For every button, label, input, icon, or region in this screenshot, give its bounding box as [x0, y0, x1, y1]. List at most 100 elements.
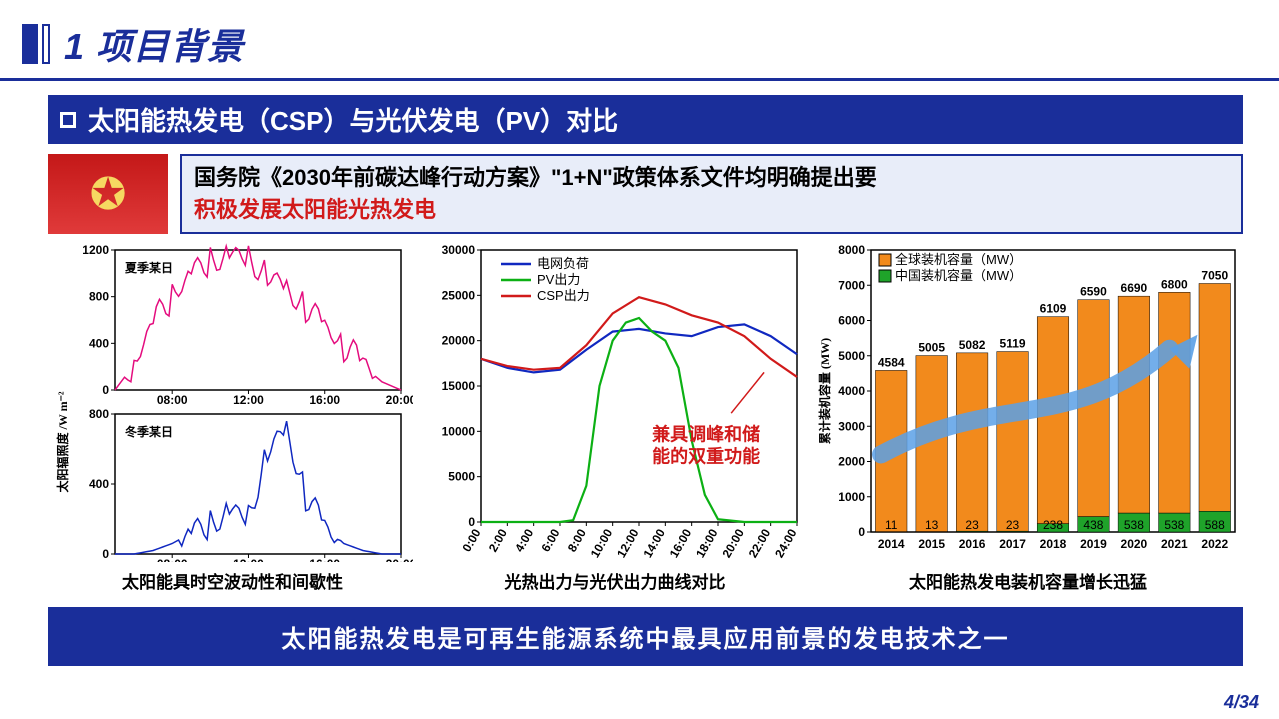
svg-text:8:00: 8:00: [565, 526, 589, 554]
national-emblem-icon: ✪: [48, 154, 168, 234]
svg-text:08:00: 08:00: [156, 557, 187, 562]
svg-text:中国装机容量（MW）: 中国装机容量（MW）: [895, 268, 1022, 283]
svg-text:11: 11: [885, 518, 898, 532]
svg-text:12:00: 12:00: [233, 393, 264, 407]
svg-text:2022: 2022: [1201, 537, 1228, 551]
svg-text:6800: 6800: [1161, 277, 1188, 291]
svg-text:2020: 2020: [1121, 537, 1148, 551]
svg-text:400: 400: [88, 477, 108, 491]
svg-text:4:00: 4:00: [512, 526, 536, 554]
subtitle-text: 太阳能热发电（CSP）与光伏发电（PV）对比: [88, 101, 618, 138]
subtitle-banner: 太阳能热发电（CSP）与光伏发电（PV）对比: [48, 95, 1243, 144]
svg-text:16:00: 16:00: [667, 526, 695, 560]
svg-text:400: 400: [88, 336, 108, 350]
svg-text:2014: 2014: [878, 537, 905, 551]
page-title: 1 项目背景: [64, 18, 244, 70]
svg-text:2019: 2019: [1080, 537, 1107, 551]
svg-text:2016: 2016: [959, 537, 986, 551]
svg-text:20:00: 20:00: [385, 393, 412, 407]
svg-text:20:00: 20:00: [719, 526, 747, 560]
svg-text:13: 13: [925, 518, 939, 532]
capacity-chart: 累计装机容量 (MW)01000200030004000500060007000…: [813, 242, 1243, 593]
svg-text:冬季某日: 冬季某日: [125, 424, 173, 439]
svg-text:438: 438: [1083, 518, 1103, 532]
divider: [0, 78, 1279, 81]
svg-text:3000: 3000: [838, 419, 865, 433]
svg-text:18:00: 18:00: [693, 526, 721, 560]
svg-text:30000: 30000: [442, 243, 476, 257]
compare-svg: 0500010000150002000025000300000:002:004:…: [425, 242, 805, 562]
svg-text:588: 588: [1205, 518, 1225, 532]
svg-text:0:00: 0:00: [459, 526, 483, 554]
svg-text:14:00: 14:00: [640, 526, 668, 560]
svg-text:6000: 6000: [838, 314, 865, 328]
policy-text-box: 国务院《2030年前碳达峰行动方案》"1+N"政策体系文件均明确提出要 积极发展…: [180, 154, 1243, 234]
svg-text:24:00: 24:00: [772, 526, 800, 560]
svg-text:能的双重功能: 能的双重功能: [652, 445, 760, 466]
svg-text:2017: 2017: [999, 537, 1026, 551]
svg-text:CSP出力: CSP出力: [537, 288, 590, 303]
svg-text:兼具调峰和储: 兼具调峰和储: [652, 423, 760, 444]
svg-text:08:00: 08:00: [156, 393, 187, 407]
svg-text:4584: 4584: [878, 355, 905, 369]
svg-text:538: 538: [1164, 518, 1184, 532]
svg-text:15000: 15000: [442, 379, 476, 393]
svg-text:0: 0: [102, 383, 109, 397]
capacity-svg: 累计装机容量 (MW)01000200030004000500060007000…: [813, 242, 1243, 562]
svg-text:夏季某日: 夏季某日: [125, 260, 173, 275]
capacity-caption: 太阳能热发电装机容量增长迅猛: [909, 568, 1147, 593]
svg-text:23: 23: [965, 518, 979, 532]
svg-text:10:00: 10:00: [588, 526, 616, 560]
svg-text:PV出力: PV出力: [537, 272, 580, 287]
svg-text:16:00: 16:00: [309, 557, 340, 562]
policy-row: ✪ 国务院《2030年前碳达峰行动方案》"1+N"政策体系文件均明确提出要 积极…: [48, 154, 1243, 234]
svg-text:5005: 5005: [918, 341, 945, 355]
svg-text:0: 0: [102, 547, 109, 561]
svg-text:25000: 25000: [442, 288, 476, 302]
svg-text:16:00: 16:00: [309, 393, 340, 407]
svg-text:太阳辐照度 /W m⁻²: 太阳辐照度 /W m⁻²: [55, 391, 70, 492]
bullet-icon: [60, 112, 76, 128]
irradiance-chart: 太阳辐照度 /W m⁻² 0 400 800 1200 08:00 12:00 16:00 20…: [48, 242, 417, 593]
section-header: 1 项目背景: [0, 0, 1279, 76]
irradiance-svg: 太阳辐照度 /W m⁻² 0 400 800 1200 08:00 12:00 16:00 20…: [53, 242, 413, 562]
header-marker: [22, 24, 50, 64]
footer-banner: 太阳能热发电是可再生能源系统中最具应用前景的发电技术之一: [48, 607, 1243, 666]
charts-row: 太阳辐照度 /W m⁻²0400800120008:0012:0016:0020…: [48, 242, 1243, 593]
svg-text:800: 800: [88, 290, 108, 304]
svg-text:5119: 5119: [1000, 337, 1026, 351]
compare-chart: 0500010000150002000025000300000:002:004:…: [425, 242, 805, 593]
svg-text:23: 23: [1006, 518, 1020, 532]
svg-text:1200: 1200: [82, 243, 109, 257]
svg-text:4000: 4000: [838, 384, 865, 398]
svg-text:6690: 6690: [1121, 281, 1148, 295]
svg-text:2021: 2021: [1161, 537, 1188, 551]
svg-text:2018: 2018: [1040, 537, 1067, 551]
policy-line1: 国务院《2030年前碳达峰行动方案》"1+N"政策体系文件均明确提出要: [194, 162, 1229, 194]
svg-text:538: 538: [1124, 518, 1144, 532]
svg-text:12:00: 12:00: [233, 557, 264, 562]
svg-text:238: 238: [1043, 518, 1063, 532]
svg-text:7000: 7000: [838, 278, 865, 292]
page-number: 4/34: [1224, 692, 1259, 713]
svg-text:10000: 10000: [442, 424, 476, 438]
compare-caption: 光热出力与光伏出力曲线对比: [505, 568, 726, 593]
svg-text:电网负荷: 电网负荷: [537, 256, 589, 271]
irradiance-caption: 太阳能具时空波动性和间歇性: [122, 568, 343, 593]
svg-text:2:00: 2:00: [486, 526, 510, 554]
svg-text:22:00: 22:00: [746, 526, 774, 560]
svg-text:12:00: 12:00: [614, 526, 642, 560]
policy-line2: 积极发展太阳能光热发电: [194, 194, 1229, 226]
svg-text:20000: 20000: [442, 334, 476, 348]
svg-text:2000: 2000: [838, 455, 865, 469]
svg-text:5000: 5000: [838, 349, 865, 363]
svg-text:0: 0: [858, 525, 865, 539]
svg-text:6:00: 6:00: [538, 526, 562, 554]
svg-text:1000: 1000: [838, 490, 865, 504]
svg-text:2015: 2015: [918, 537, 945, 551]
svg-text:800: 800: [88, 407, 108, 421]
svg-text:全球装机容量（MW）: 全球装机容量（MW）: [895, 252, 1022, 267]
svg-text:5082: 5082: [959, 338, 986, 352]
svg-text:7050: 7050: [1201, 268, 1228, 282]
svg-text:6109: 6109: [1040, 302, 1067, 316]
